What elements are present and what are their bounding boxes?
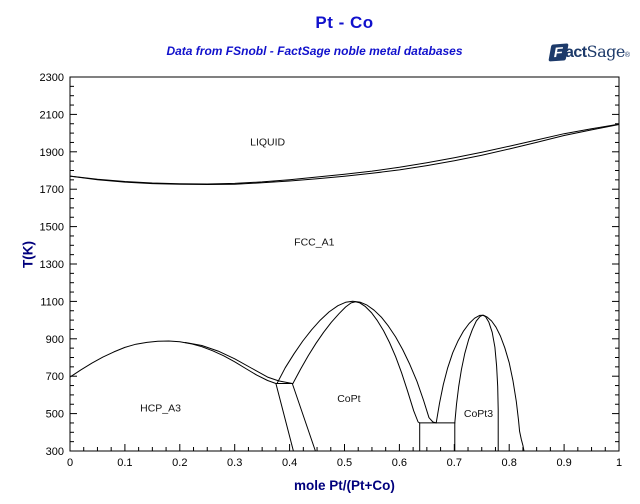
registered-mark-icon: ® xyxy=(624,52,630,59)
y-tick-label: 1500 xyxy=(40,222,64,234)
curve-solidus xyxy=(69,124,620,185)
x-tick-label: 0.4 xyxy=(282,457,297,469)
curve-hcp-fcc-upper xyxy=(184,342,293,384)
y-tick-label: 300 xyxy=(46,446,64,458)
y-tick-label: 500 xyxy=(46,409,64,421)
y-tick-label: 1700 xyxy=(40,184,64,196)
region-label-fcc_a1: FCC_A1 xyxy=(294,236,334,248)
x-tick-label: 0.2 xyxy=(172,457,187,469)
curve-liquidus xyxy=(69,123,620,185)
x-tick-label: 0 xyxy=(67,457,73,469)
region-label-hcp_a3: HCP_A3 xyxy=(140,403,181,415)
y-tick-label: 1300 xyxy=(40,259,64,271)
region-label-copt: CoPt xyxy=(337,393,360,405)
x-tick-label: 0.5 xyxy=(337,457,352,469)
region-label-copt3: CoPt3 xyxy=(464,408,493,420)
y-tick-label: 1100 xyxy=(40,296,64,308)
y-tick-label: 700 xyxy=(46,371,64,383)
curve-hcp-fcc-lower xyxy=(69,340,277,384)
y-tick-label: 2100 xyxy=(40,109,64,121)
curve-hcp-copt-left xyxy=(275,383,294,452)
curve-copt3-inner xyxy=(454,314,499,452)
y-axis-title: T(K) xyxy=(20,241,36,268)
x-axis-title: mole Pt/(Pt+Co) xyxy=(294,478,395,493)
x-tick-label: 1 xyxy=(616,457,622,469)
x-tick-label: 0.1 xyxy=(117,457,132,469)
x-tick-label: 0.7 xyxy=(447,457,462,469)
factsage-logo-sage: Sage xyxy=(586,42,626,61)
curve-hcp-copt-right xyxy=(291,383,316,452)
region-label-liquid: LIQUID xyxy=(250,136,285,148)
x-tick-label: 0.9 xyxy=(556,457,571,469)
y-tick-label: 1900 xyxy=(40,147,64,159)
x-tick-label: 0.6 xyxy=(392,457,407,469)
curve-copt-inner xyxy=(292,301,421,424)
chart-subtitle: Data from FSnobl - FactSage noble metal … xyxy=(166,44,463,58)
x-tick-label: 0.8 xyxy=(502,457,517,469)
curve-copt3-outer xyxy=(435,314,525,452)
y-tick-label: 2300 xyxy=(40,72,64,84)
y-tick-label: 900 xyxy=(46,334,64,346)
curve-copt-outer xyxy=(276,300,437,424)
page-title: Pt - Co xyxy=(315,13,374,32)
x-tick-label: 0.3 xyxy=(227,457,242,469)
factsage-logo-act: act xyxy=(564,44,587,61)
